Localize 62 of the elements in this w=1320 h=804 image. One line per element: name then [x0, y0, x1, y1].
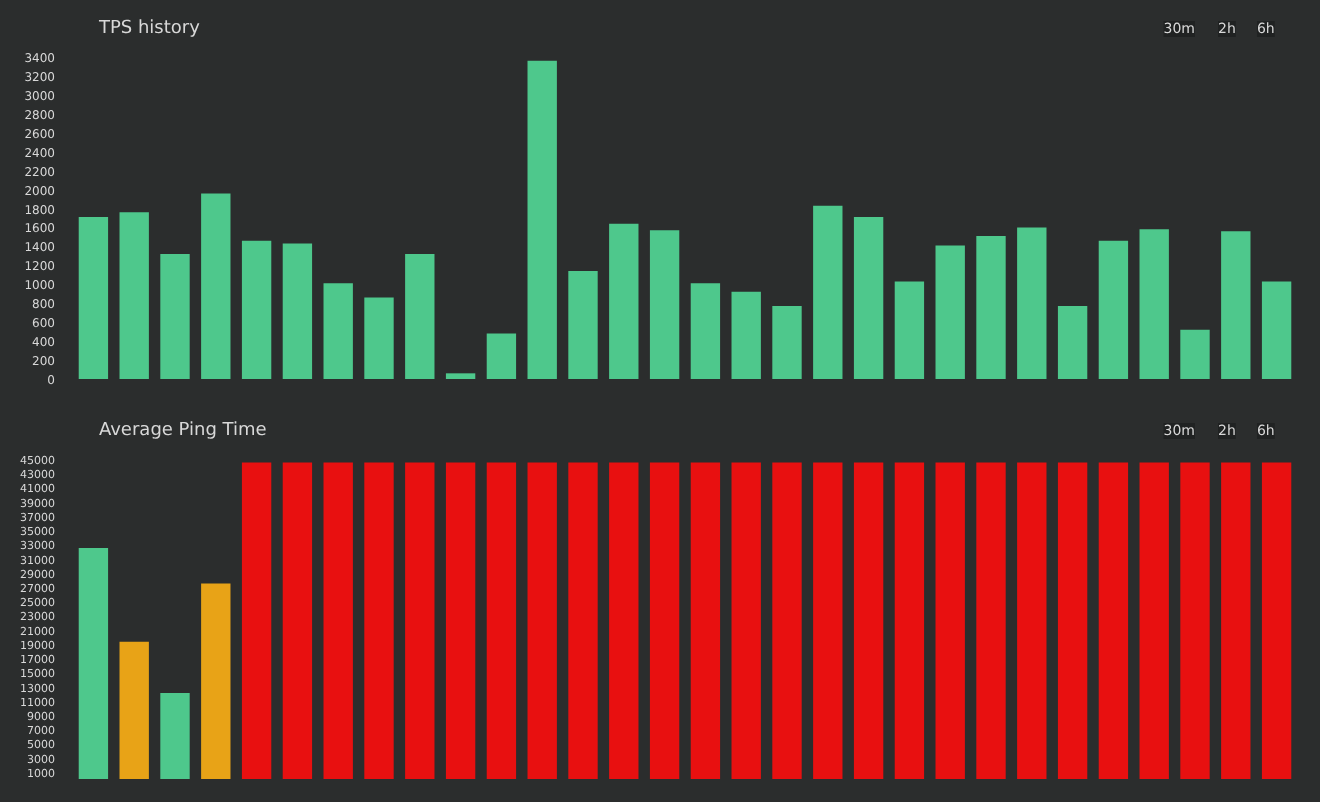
bar [486, 462, 517, 779]
bar [1180, 462, 1210, 779]
bar [527, 60, 557, 379]
bar [405, 253, 435, 379]
bar [1057, 306, 1088, 379]
bar [78, 547, 109, 779]
bar [445, 373, 476, 379]
chart-title: Average Ping Time [98, 421, 268, 441]
bar [894, 462, 925, 779]
bar [813, 205, 843, 379]
bar [486, 333, 517, 379]
bar [649, 230, 680, 379]
bar [282, 243, 313, 379]
bar [853, 462, 884, 779]
bar [119, 641, 149, 779]
bar [78, 217, 109, 379]
bar [323, 283, 353, 379]
bar [364, 462, 394, 779]
bar [649, 462, 680, 779]
bar [323, 462, 353, 779]
bar [609, 462, 639, 779]
bar [731, 291, 761, 379]
bar [160, 692, 190, 779]
bar [527, 462, 557, 779]
bar [894, 281, 925, 379]
bar [405, 462, 435, 779]
bar [731, 462, 761, 779]
bar [1139, 462, 1169, 779]
bar [1221, 231, 1251, 379]
bar [813, 462, 843, 779]
bar [241, 462, 272, 779]
bar [241, 240, 272, 379]
bar [1098, 462, 1129, 779]
bar [1261, 462, 1292, 779]
bar [119, 212, 149, 379]
bar [568, 271, 598, 379]
bar [976, 462, 1006, 779]
bar [1057, 462, 1088, 779]
bar [364, 297, 394, 379]
bar [690, 462, 721, 779]
bar [935, 462, 965, 779]
bar [935, 245, 965, 379]
bar [1139, 229, 1169, 379]
bar [1261, 281, 1292, 379]
bar [1017, 227, 1047, 379]
bar [201, 583, 231, 779]
bar [772, 462, 802, 779]
bar [1098, 240, 1129, 379]
bar [976, 235, 1006, 379]
bar [160, 253, 190, 379]
bar [609, 223, 639, 379]
bar [201, 193, 231, 379]
bar [690, 283, 721, 379]
bar [282, 462, 313, 779]
bar [853, 217, 884, 379]
bar [772, 306, 802, 379]
bar [1180, 329, 1210, 379]
bar [445, 462, 476, 779]
bar [1221, 462, 1251, 779]
bar [1017, 462, 1047, 779]
chart-title: TPS history [96, 19, 202, 39]
bar [568, 462, 598, 779]
